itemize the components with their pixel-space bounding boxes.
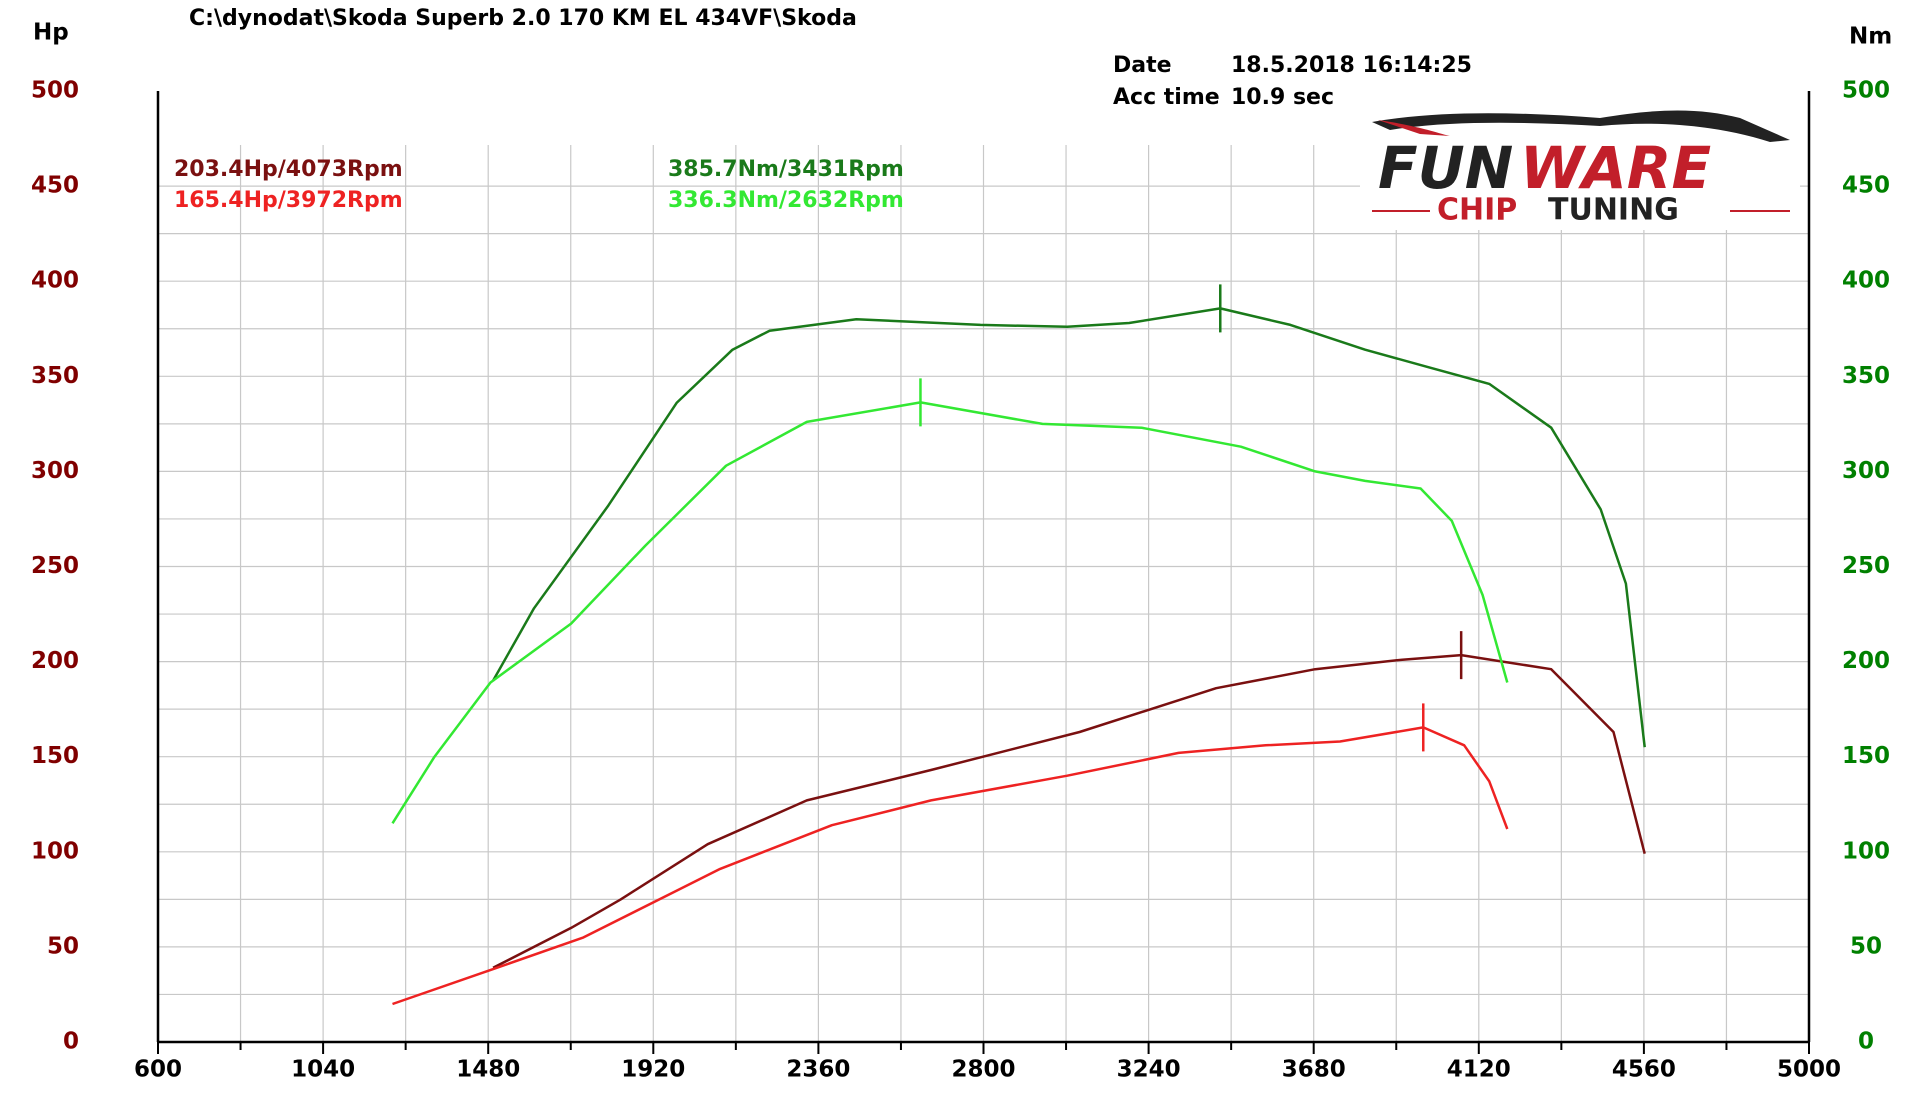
peak-annotation: 385.7Nm/3431Rpm <box>668 157 904 182</box>
grid <box>158 145 1809 1042</box>
date-value: 18.5.2018 16:14:25 <box>1231 53 1472 78</box>
peak-annotation: 203.4Hp/4073Rpm <box>174 157 403 182</box>
acc-label: Acc time <box>1113 85 1220 110</box>
y-tick-label: 0 <box>63 1029 79 1055</box>
y-tick-label: 250 <box>31 553 79 579</box>
x-tick-label: 5000 <box>1777 1057 1841 1083</box>
y2-tick-label: 300 <box>1842 458 1890 484</box>
logo-swoosh <box>1372 110 1790 142</box>
plot: 600 1040 1480 1920 2360 2800 3240 3680 4120 4560 5… <box>31 78 1890 1083</box>
y-tick-label: 450 <box>31 173 79 199</box>
x-tick-label: 1480 <box>456 1057 520 1083</box>
y-tick-label: 200 <box>31 648 79 674</box>
y-tick-label: 150 <box>31 743 79 769</box>
y2-tick-label: 250 <box>1842 553 1890 579</box>
y-tick-label: 100 <box>31 838 79 864</box>
y-tick-label: 350 <box>31 363 79 389</box>
y-tick-label: 400 <box>31 268 79 294</box>
x-tick-label: 3680 <box>1282 1057 1346 1083</box>
logo-ware: WARE <box>1520 134 1711 202</box>
y2-axis-label: Nm <box>1849 24 1892 50</box>
y-axis-label: Hp <box>33 20 69 46</box>
y2-tick-label: 50 <box>1850 933 1882 959</box>
y2-tick-label: 450 <box>1842 173 1890 199</box>
y-tick-label: 300 <box>31 458 79 484</box>
y2-tick-label: 0 <box>1858 1029 1874 1055</box>
logo: FUN WARE CHIP TUNING <box>1372 110 1790 228</box>
x-tick-label: 600 <box>134 1057 182 1083</box>
logo-tuning: TUNING <box>1548 193 1679 228</box>
logo-fun: FUN <box>1378 134 1513 202</box>
peak-annotation: 336.3Nm/2632Rpm <box>668 188 904 213</box>
y-tick-label: 50 <box>47 933 79 959</box>
y2-tick-label: 150 <box>1842 743 1890 769</box>
x-tick-label: 4120 <box>1447 1057 1511 1083</box>
logo-chip: CHIP <box>1437 193 1517 228</box>
x-tick-label: 4560 <box>1612 1057 1676 1083</box>
chart-title: C:\dynodat\Skoda Superb 2.0 170 KM EL 43… <box>189 6 857 31</box>
x-tick-label: 1920 <box>621 1057 685 1083</box>
x-tick-label: 2800 <box>951 1057 1015 1083</box>
y2-tick-label: 200 <box>1842 648 1890 674</box>
acc-value: 10.9 sec <box>1231 85 1334 110</box>
y2-tick-label: 350 <box>1842 363 1890 389</box>
curve <box>492 307 1646 748</box>
logo-accent <box>1378 120 1450 136</box>
x-tick-label: 2360 <box>786 1057 850 1083</box>
x-tick-label: 1040 <box>291 1057 355 1083</box>
peak-annotation: 165.4Hp/3972Rpm <box>174 188 403 213</box>
curve <box>392 726 1509 1006</box>
y2-tick-label: 500 <box>1842 78 1890 104</box>
curve <box>391 401 1509 824</box>
y2-tick-label: 400 <box>1842 268 1890 294</box>
x-tick-label: 3240 <box>1117 1057 1181 1083</box>
y2-tick-label: 100 <box>1842 838 1890 864</box>
curve <box>492 653 1646 969</box>
date-label: Date <box>1113 53 1172 78</box>
y-tick-label: 500 <box>31 78 79 104</box>
